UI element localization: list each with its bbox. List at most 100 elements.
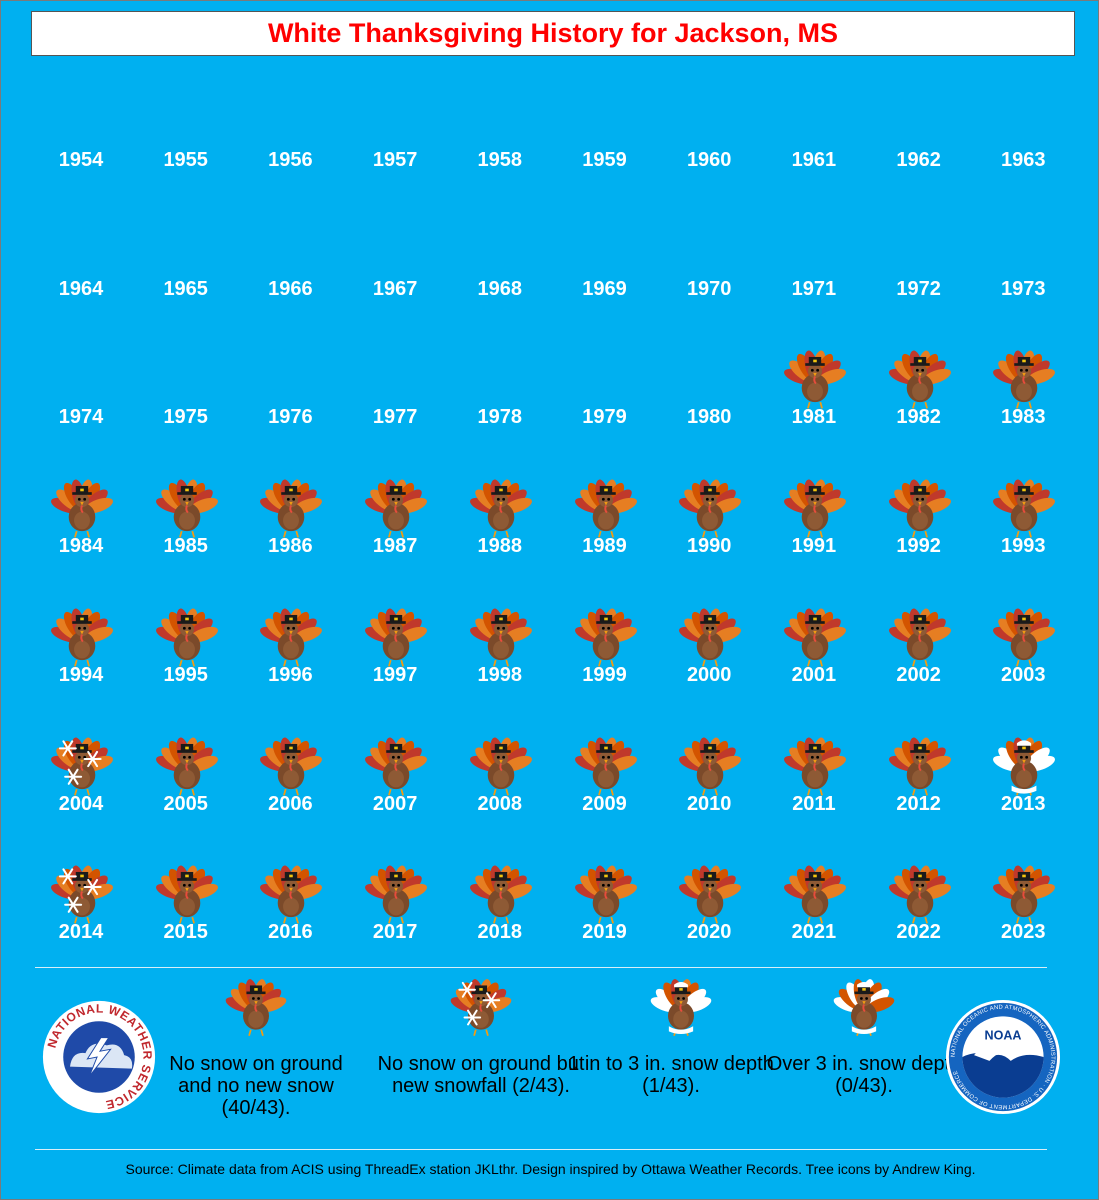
turkey-icon xyxy=(260,865,323,924)
year-label: 1992 xyxy=(896,535,941,558)
year-label: 1981 xyxy=(791,406,837,429)
turkey-icon xyxy=(783,865,846,924)
year-cell: 2008 xyxy=(450,731,550,859)
year-label: 1984 xyxy=(58,535,104,558)
turkey-icon xyxy=(993,608,1056,667)
year-cell: 1959 xyxy=(555,87,655,215)
year-label: 1979 xyxy=(582,406,627,429)
turkey-icon xyxy=(783,350,846,409)
year-cell: 1961 xyxy=(764,87,864,215)
year-label: 2013 xyxy=(1001,792,1046,815)
year-label: 1976 xyxy=(268,406,313,429)
year-cell: 1987 xyxy=(345,473,445,601)
year-cell: 1974 xyxy=(31,344,131,472)
turkey-icon xyxy=(783,479,846,538)
year-cell: 2006 xyxy=(240,731,340,859)
year-cell: 1955 xyxy=(136,87,236,215)
turkey-icon xyxy=(469,479,532,538)
year-label: 1978 xyxy=(477,406,523,429)
year-label: 1985 xyxy=(163,535,208,558)
turkey-icon xyxy=(783,737,846,796)
year-cell: 1962 xyxy=(869,87,969,215)
year-label: 1999 xyxy=(582,663,627,686)
year-cell: 1995 xyxy=(136,602,236,730)
year-cell: 2004 xyxy=(31,731,131,859)
turkey-icon xyxy=(469,865,532,924)
year-label: 1987 xyxy=(372,535,418,558)
year-label: 1996 xyxy=(268,663,313,686)
year-label: 2002 xyxy=(896,663,941,686)
year-label: 1994 xyxy=(58,663,104,686)
year-label: 2000 xyxy=(686,663,732,686)
year-cell: 1992 xyxy=(869,473,969,601)
turkey-icon xyxy=(260,608,323,667)
turkey-snowflake-icon xyxy=(51,865,113,924)
turkey-icon xyxy=(679,865,742,924)
year-label: 1983 xyxy=(1001,406,1046,429)
year-cell: 1983 xyxy=(973,344,1073,472)
year-cell: 2014 xyxy=(31,859,131,987)
chart-title: White Thanksgiving History for Jackson, … xyxy=(267,18,839,48)
year-label: 2020 xyxy=(686,921,732,944)
turkey-icon xyxy=(155,865,218,924)
year-cell: 1981 xyxy=(764,344,864,472)
year-label: 2012 xyxy=(896,792,941,815)
turkey-icon xyxy=(679,479,742,538)
year-label: 1955 xyxy=(163,149,208,171)
year-label: 2015 xyxy=(163,921,208,944)
turkey-icon xyxy=(993,865,1056,924)
year-cell: 1970 xyxy=(659,216,759,344)
year-label: 2008 xyxy=(477,792,523,815)
year-cell: 2005 xyxy=(136,731,236,859)
year-label: 2004 xyxy=(58,792,104,815)
year-label: 2009 xyxy=(582,792,627,815)
year-cell: 1967 xyxy=(345,216,445,344)
year-cell: 1969 xyxy=(555,216,655,344)
year-label: 2022 xyxy=(896,921,941,944)
turkey-icon xyxy=(888,865,951,924)
year-cell: 1956 xyxy=(240,87,340,215)
year-cell: 1998 xyxy=(450,602,550,730)
turkey-icon xyxy=(469,608,532,667)
turkey-snowflake-icon xyxy=(51,737,113,796)
year-cell: 1997 xyxy=(345,602,445,730)
year-cell: 1988 xyxy=(450,473,550,601)
year-cell: 1971 xyxy=(764,216,864,344)
year-cell: 2003 xyxy=(973,602,1073,730)
year-label: 1957 xyxy=(372,149,418,171)
year-cell: 2016 xyxy=(240,859,340,987)
year-label: 1989 xyxy=(582,535,627,558)
turkey-icon xyxy=(225,979,287,1036)
year-label: 2011 xyxy=(792,792,836,815)
year-cell: 2023 xyxy=(973,859,1073,987)
turkey-icon xyxy=(51,608,113,667)
year-cell: 1966 xyxy=(240,216,340,344)
year-label: 1972 xyxy=(896,277,941,300)
year-cell: 1986 xyxy=(240,473,340,601)
turkey-icon xyxy=(888,350,951,409)
year-label: 1993 xyxy=(1001,535,1046,558)
year-cell: 2020 xyxy=(659,859,759,987)
year-cell: 2015 xyxy=(136,859,236,987)
year-label: 1968 xyxy=(477,277,523,300)
year-label: 2018 xyxy=(477,921,523,944)
legend: No snow on ground and no new snow (40/43… xyxy=(1,969,1099,1149)
turkey-snowflake-icon xyxy=(450,979,512,1036)
year-cell: 1989 xyxy=(555,473,655,601)
turkey-icon xyxy=(574,737,637,796)
year-label: 1959 xyxy=(582,149,627,171)
year-label: 1974 xyxy=(58,406,104,429)
year-label: 1967 xyxy=(372,277,418,300)
year-cell: 2000 xyxy=(659,602,759,730)
year-label: 2010 xyxy=(686,792,732,815)
year-cell: 1994 xyxy=(31,602,131,730)
year-cell: 1976 xyxy=(240,344,340,472)
year-label: 1961 xyxy=(791,149,837,171)
turkey-icon xyxy=(574,479,637,538)
turkey-icon xyxy=(365,737,428,796)
turkey-icon xyxy=(574,865,637,924)
year-label: 1998 xyxy=(477,663,523,686)
year-label: 1975 xyxy=(163,406,208,429)
turkey-icon xyxy=(51,479,113,538)
